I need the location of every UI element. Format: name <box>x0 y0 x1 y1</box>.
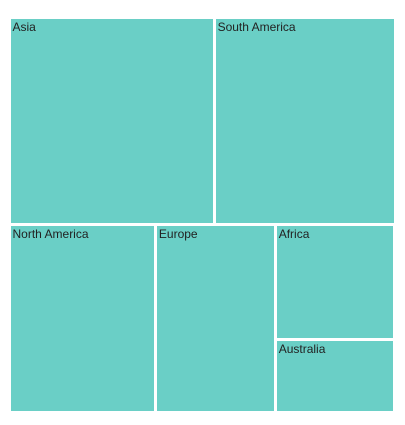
treemap-tile-north-america: North America <box>10 226 154 412</box>
treemap-tile-asia: Asia <box>10 18 213 224</box>
treemap-tile-label: Europe <box>158 227 198 242</box>
treemap-tile-south-america: South America <box>215 18 394 224</box>
treemap-tile-label: Australia <box>278 342 326 357</box>
treemap-tile-australia: Australia <box>276 341 394 412</box>
treemap-tile-label: Asia <box>12 19 36 34</box>
treemap-tile-europe: Europe <box>156 226 274 412</box>
treemap-tile-label: Africa <box>278 227 310 242</box>
treemap-tile-label: North America <box>12 227 89 242</box>
treemap-tile-label: South America <box>217 19 296 34</box>
treemap-tile-africa: Africa <box>276 226 394 339</box>
